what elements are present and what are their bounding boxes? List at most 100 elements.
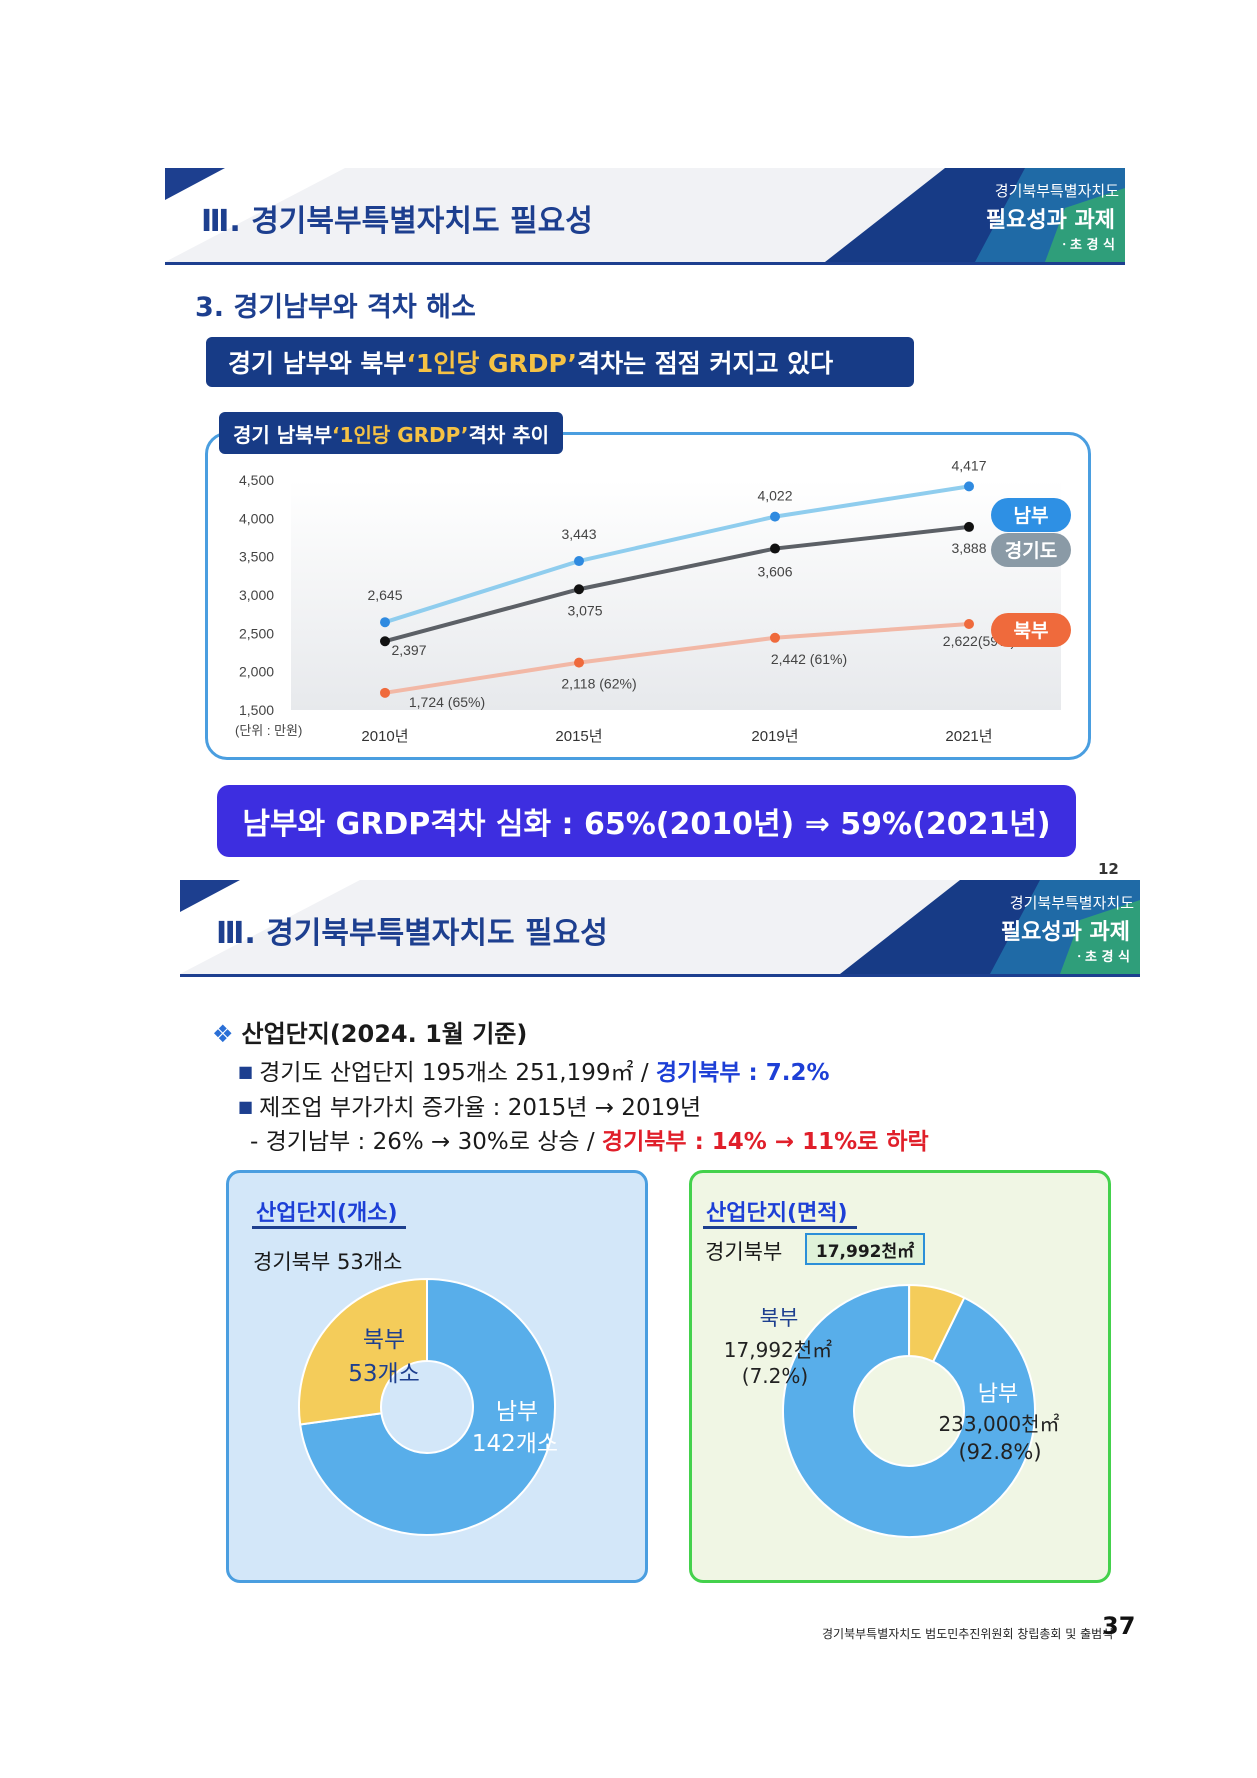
panel-count-title-underline [252,1226,406,1229]
data-point-북부 [380,687,390,698]
bullet3-text: - 경기남부 : 26% → 30%로 상승 / [250,1129,602,1155]
grdp-chart-tab: 경기 남북부 ‘1인당 GRDP’ 격차 추이 [219,412,564,454]
bullet-manufacturing: ■ 제조업 부가가치 증가율 : 2015년 → 2019년 [238,1088,701,1122]
legend-label-남부: 남부 [1014,505,1049,527]
donut-industrial-area [782,1283,1036,1538]
donut2-north-value: 17,992천㎡ [723,1338,833,1362]
donut2-south-pct: (92.8%) [958,1440,1042,1464]
data-point-경기도 [574,584,584,595]
conclusion-banner: 남부와 GRDP격차 심화 : 65%(2010년) ⇒ 59%(2021년) [217,785,1076,857]
data-point-남부 [380,617,390,628]
legend-label-북부: 북부 [1014,620,1049,642]
header-wedge-decoration [165,168,345,262]
y-tick-label: 4,000 [239,510,274,526]
header-corner-line1: 경기북부특별자치도 [1009,894,1134,912]
north-area-box: 17,992천㎡ [805,1233,925,1265]
donut-slice [782,1283,1036,1538]
data-label-경기도: 2,397 [391,642,426,658]
data-point-경기도 [964,521,974,532]
donut1-north-label: 북부 [362,1327,406,1353]
panel-area-title-underline [703,1226,857,1229]
data-point-경기도 [380,636,390,647]
footer-page-number: 37 [1102,1612,1136,1640]
gap-banner-pre: 경기 남부와 북부 [228,349,407,378]
data-label-남부: 4,022 [757,488,792,504]
donut-slice [908,1283,966,1363]
plot-area [291,480,1061,710]
gap-banner-highlight: ‘1인당 GRDP’ [406,349,578,378]
gap-banner-post: 격차는 점점 커지고 있다 [577,349,834,378]
slide-page-number: 12 [1098,860,1119,878]
data-point-남부 [770,511,780,522]
chart-tab-highlight: ‘1인당 GRDP’ [331,422,469,447]
slide-header-bottom: Ⅲ. 경기북부특별자치도 필요성 경기북부특별자치도 필요성과 과제 ㆍ초 경 … [180,880,1140,977]
series-line-경기도 [384,524,970,644]
donut1-south-label: 남부 [495,1399,539,1425]
legend-label-경기도: 경기도 [1005,540,1057,562]
y-tick-label: 3,000 [239,587,274,603]
panel-count-subtitle: 경기북부 53개소 [253,1250,403,1274]
bullet2-text: 제조업 부가가치 증가율 : 2015년 → 2019년 [259,1095,701,1121]
header-corner-graphic [840,880,1140,974]
panel-count-title: 산업단지(개소) [256,1201,398,1226]
data-label-북부: 2,118 (62%) [561,676,636,692]
slide-header-top: Ⅲ. 경기북부특별자치도 필요성 경기북부특별자치도 필요성과 과제 ㆍ초 경 … [165,168,1125,265]
data-label-남부: 2,645 [367,587,402,603]
chart-tab-post: 격차 추이 [468,422,550,447]
data-label-경기도: 3,075 [567,602,602,618]
bullet-region-comparison: - 경기남부 : 26% → 30%로 상승 / 경기북부 : 14% → 11… [250,1122,929,1156]
gap-banner: 경기 남부와 북부 ‘1인당 GRDP’ 격차는 점점 커지고 있다 [206,337,914,387]
header-corner-line2: 필요성과 과제 [1000,920,1130,945]
section-title: 3. 경기남부와 격차 해소 [195,292,476,323]
donut1-north-value: 53개소 [348,1361,420,1387]
data-point-경기도 [770,543,780,554]
donut2-south-label: 남부 [977,1382,1019,1407]
y-tick-label: 1,500 [239,702,274,718]
header-corner-line2: 필요성과 과제 [985,208,1115,233]
header-corner-line3: ㆍ초 경 식 [1073,950,1130,965]
header-corner-line1: 경기북부특별자치도 [994,182,1119,200]
square-bullet-icon: ■ [238,1062,254,1081]
donut-industrial-count [298,1277,556,1536]
header-wedge-decoration [180,880,360,974]
legend-pill-북부 [991,613,1071,647]
industrial-park-heading-text: 산업단지(2024. 1월 기준) [241,1020,528,1048]
unit-label: (단위 : 만원) [235,723,302,738]
header-corner-line3: ㆍ초 경 식 [1058,238,1115,253]
donut2-north-pct: (7.2%) [741,1364,809,1388]
data-label-경기도: 3,606 [757,564,792,580]
bullet1-text: 경기도 산업단지 195개소 251,199㎡ / [259,1060,656,1086]
bullet1-highlight: 경기북부 : 7.2% [655,1060,830,1086]
y-tick-label: 3,500 [239,549,274,565]
industrial-park-heading: ❖ 산업단지(2024. 1월 기준) [212,1014,527,1049]
slide-title: Ⅲ. 경기북부특별자치도 필요성 [216,916,608,951]
chart-tab-pre: 경기 남북부 [233,422,332,447]
data-point-북부 [964,618,974,629]
slide-title: Ⅲ. 경기북부특별자치도 필요성 [201,204,593,239]
diamond-bullet-icon: ❖ [212,1020,234,1048]
x-tick-label: 2019년 [751,728,798,745]
legend-pill-경기도 [991,533,1071,567]
bullet-industrial-total: ■ 경기도 산업단지 195개소 251,199㎡ / 경기북부 : 7.2% [238,1053,830,1087]
data-label-남부: 3,443 [561,526,596,542]
footer-text: 경기북부특별자치도 범도민추진위원회 창립총회 및 출범식 [822,1627,1114,1641]
y-tick-label: 2,000 [239,664,274,680]
y-tick-label: 4,500 [239,472,274,488]
data-point-남부 [964,481,974,492]
data-label-남부: 4,417 [951,460,986,473]
panel-area-title: 산업단지(면적) [706,1201,848,1226]
series-line-북부 [384,621,970,695]
bullet3-highlight: 경기북부 : 14% → 11%로 하락 [601,1129,929,1155]
legend-pill-남부 [991,498,1071,532]
x-tick-label: 2021년 [945,728,992,745]
data-point-북부 [770,632,780,643]
donut-slice [298,1277,428,1426]
y-tick-label: 2,500 [239,625,274,641]
header-corner-graphic [825,168,1125,262]
donut1-south-value: 142개소 [471,1431,559,1457]
data-point-남부 [574,556,584,567]
x-tick-label: 2015년 [555,728,602,745]
donut-slice [299,1277,556,1536]
donut2-north-label: 북부 [759,1306,799,1330]
donut2-south-value: 233,000천㎡ [938,1412,1060,1436]
